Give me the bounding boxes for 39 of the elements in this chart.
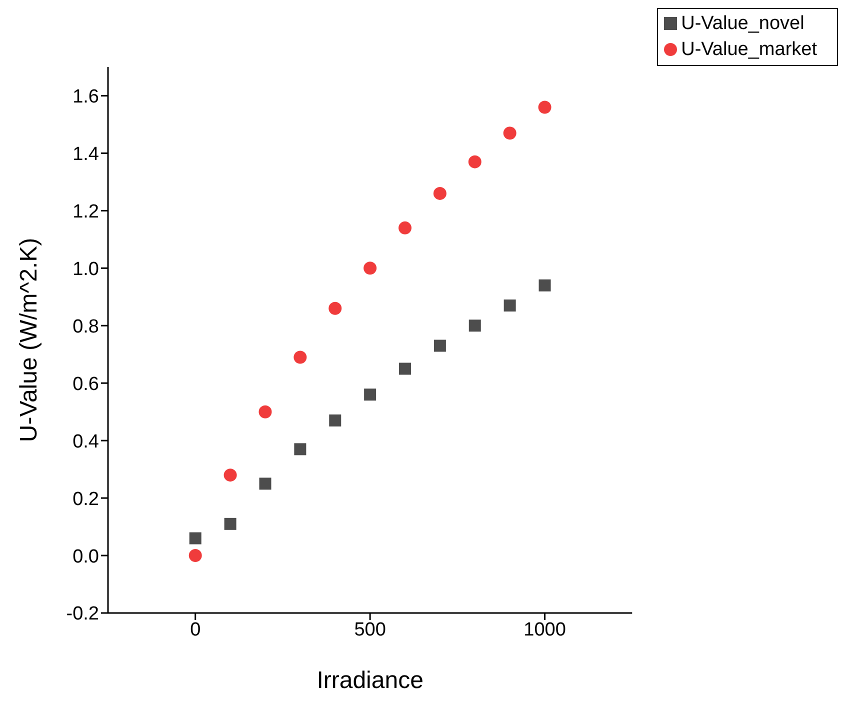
point: [398, 221, 412, 234]
y-axis-title: U-Value (W/m^2.K): [16, 238, 43, 442]
point: [224, 468, 237, 482]
point: [503, 126, 516, 140]
point: [399, 362, 412, 375]
y-tick-label: 0.2: [72, 488, 99, 510]
x-tick-label: 1000: [524, 619, 566, 640]
legend-label: U-Value_novel: [681, 13, 804, 34]
point: [538, 100, 552, 114]
point: [468, 320, 481, 332]
point: [468, 155, 482, 168]
point: [329, 414, 342, 426]
point: [364, 388, 376, 401]
x-tick-label: 0: [190, 619, 201, 640]
y-tick-label: 1.4: [72, 144, 100, 165]
y-tick-label: 0.8: [72, 316, 99, 338]
point: [504, 300, 516, 312]
point: [294, 443, 306, 456]
y-tick-label: -0.2: [66, 604, 99, 625]
x-axis-title: Irradiance: [316, 667, 424, 694]
y-tick-label: 0.6: [72, 374, 99, 395]
point: [294, 350, 307, 364]
point: [364, 262, 377, 275]
legend-label: U-Value_market: [681, 39, 817, 60]
y-tick-label: 1.2: [72, 201, 99, 222]
point: [188, 549, 202, 562]
y-tick-label: 1.0: [72, 258, 99, 280]
y-tick-label: 0.4: [72, 431, 100, 452]
point: [258, 405, 272, 418]
point: [538, 279, 551, 292]
point: [189, 532, 202, 544]
y-tick-label: 1.6: [72, 86, 99, 108]
point: [433, 186, 446, 200]
point: [224, 518, 236, 530]
point: [259, 478, 272, 490]
point: [328, 302, 342, 315]
point: [434, 340, 446, 352]
y-tick-label: 0.0: [72, 546, 99, 568]
x-tick-label: 500: [354, 619, 386, 640]
